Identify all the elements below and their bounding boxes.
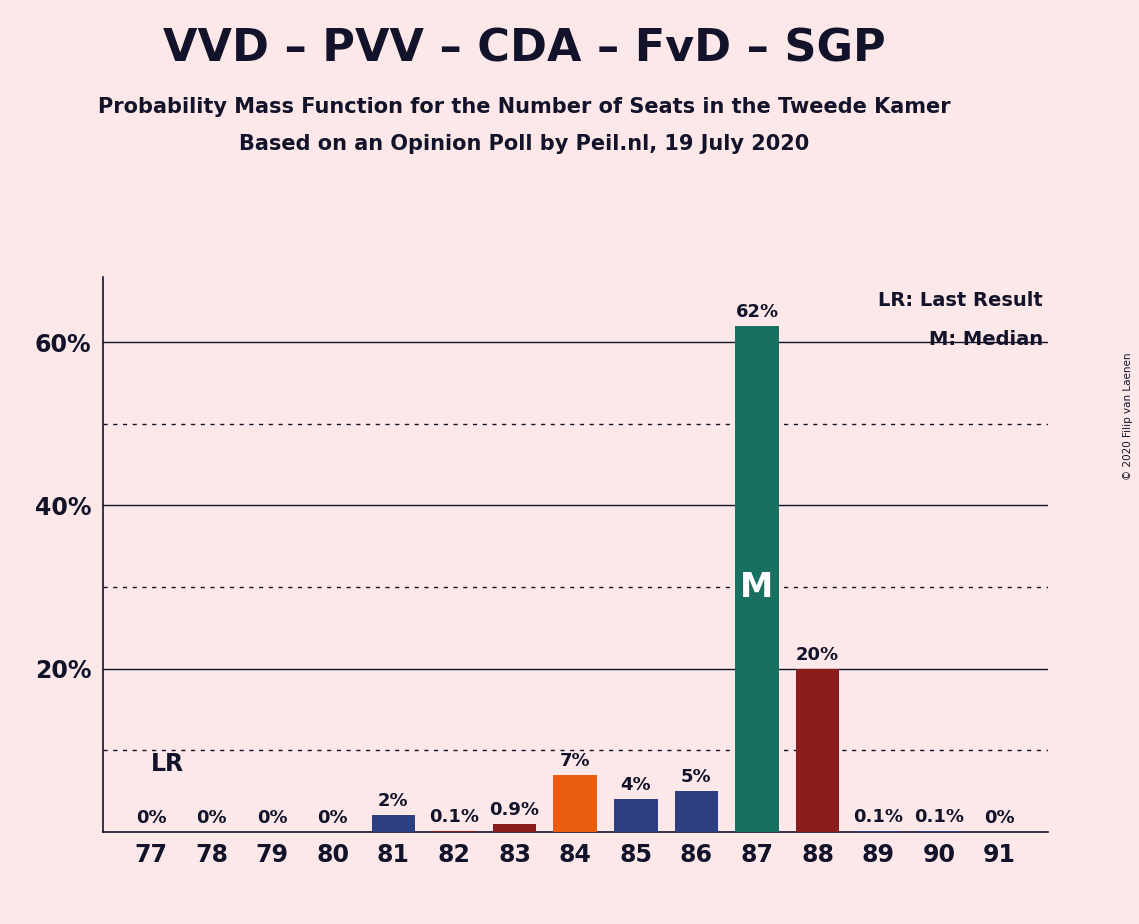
Text: M: M: [740, 570, 773, 603]
Bar: [554, 774, 597, 832]
Text: Based on an Opinion Poll by Peil.nl, 19 July 2020: Based on an Opinion Poll by Peil.nl, 19 …: [239, 134, 809, 154]
Text: 0%: 0%: [257, 808, 287, 827]
Text: 0.1%: 0.1%: [429, 808, 480, 826]
Bar: [735, 326, 779, 832]
Bar: [371, 815, 416, 832]
Text: VVD – PVV – CDA – FvD – SGP: VVD – PVV – CDA – FvD – SGP: [163, 28, 885, 71]
Text: LR: Last Result: LR: Last Result: [878, 291, 1043, 310]
Text: Probability Mass Function for the Number of Seats in the Tweede Kamer: Probability Mass Function for the Number…: [98, 97, 950, 117]
Text: 4%: 4%: [621, 776, 652, 794]
Text: 0%: 0%: [318, 808, 349, 827]
Text: 2%: 2%: [378, 793, 409, 810]
Bar: [674, 791, 719, 832]
Bar: [493, 824, 536, 832]
Text: 20%: 20%: [796, 646, 839, 663]
Text: 0%: 0%: [984, 808, 1015, 827]
Text: 0%: 0%: [136, 808, 166, 827]
Bar: [796, 669, 839, 832]
Text: 62%: 62%: [736, 303, 779, 322]
Text: M: Median: M: Median: [929, 330, 1043, 349]
Text: 0.1%: 0.1%: [853, 808, 903, 826]
Text: 5%: 5%: [681, 768, 712, 786]
Bar: [614, 799, 657, 832]
Text: 0%: 0%: [196, 808, 227, 827]
Text: 0.9%: 0.9%: [490, 801, 540, 820]
Text: LR: LR: [151, 752, 185, 776]
Text: 0.1%: 0.1%: [913, 808, 964, 826]
Text: 7%: 7%: [560, 751, 590, 770]
Text: © 2020 Filip van Laenen: © 2020 Filip van Laenen: [1123, 352, 1133, 480]
